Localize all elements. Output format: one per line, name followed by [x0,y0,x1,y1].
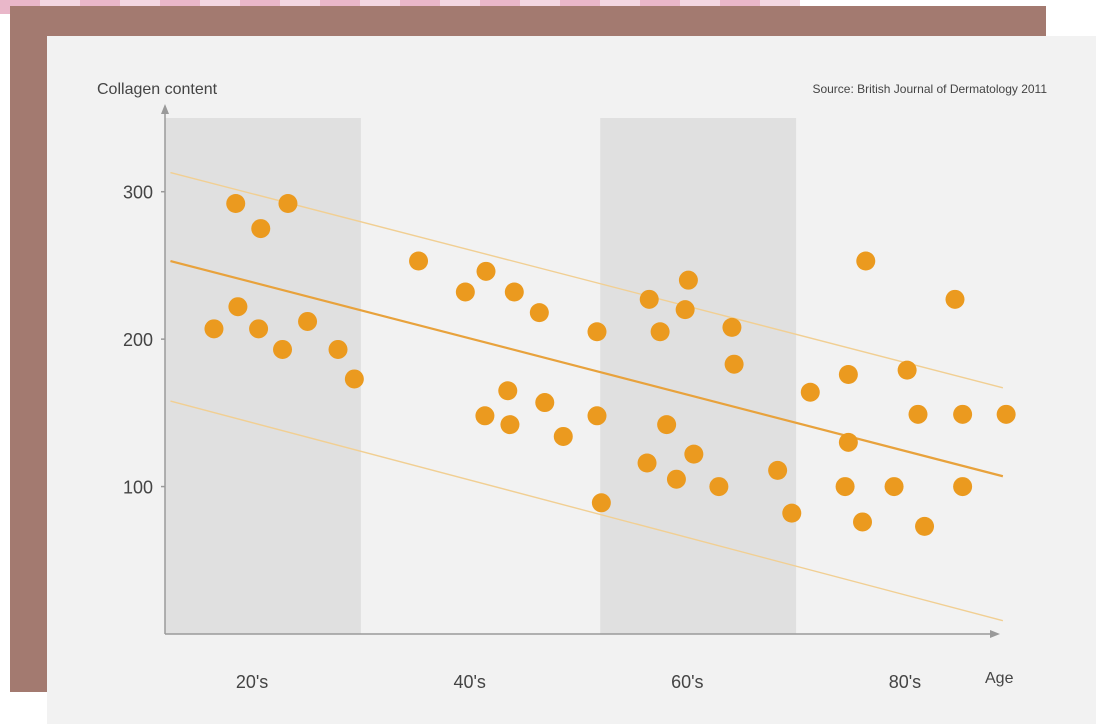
bound-line-1 [170,171,1004,389]
y-tick-label-100: 100 [123,478,153,498]
shaded-band-1 [165,118,361,634]
data-point-34 [724,354,744,374]
bound-line-2 [170,400,1004,622]
data-point-47 [945,289,965,309]
data-point-40 [838,432,858,452]
data-point-29 [675,300,695,320]
data-point-45 [908,404,928,424]
data-point-19 [535,393,555,413]
data-point-18 [529,303,549,323]
data-point-24 [637,453,657,473]
data-point-26 [650,322,670,342]
data-point-5 [249,319,269,339]
data-point-3 [228,297,248,317]
data-point-1 [204,319,224,339]
x-axis-arrow [990,630,1000,638]
source-note: Source: British Journal of Dermatology 2… [812,82,1047,96]
data-point-21 [587,322,607,342]
data-point-13 [476,261,496,281]
data-point-32 [709,477,729,497]
data-point-8 [298,311,318,331]
data-point-37 [800,382,820,402]
x-tick-label-20s: 20's [236,672,268,692]
data-point-10 [344,369,364,389]
axes [161,104,1000,638]
data-point-49 [953,404,973,424]
data-point-46 [915,516,935,536]
data-point-42 [856,251,876,271]
data-point-14 [475,406,495,426]
trend-line [170,259,1004,478]
data-point-44 [897,360,917,380]
y-tick-label-200: 200 [123,330,153,350]
data-point-17 [504,282,524,302]
data-point-39 [838,365,858,385]
data-point-15 [500,415,520,435]
y-axis-title: Collagen content [97,81,218,98]
data-point-41 [853,512,873,532]
data-point-7 [278,194,298,214]
scatter-chart: 100 200 300 20's 40's 60's 80's Collagen conte… [97,81,1047,692]
data-point-23 [591,493,611,513]
y-axis-arrow [161,104,169,114]
data-point-4 [251,219,271,239]
data-point-48 [953,477,973,497]
data-point-2 [226,194,246,214]
data-point-36 [782,503,802,523]
data-point-30 [678,270,698,290]
data-point-38 [835,477,855,497]
x-tick-label-60s: 60's [671,672,703,692]
x-axis-title: Age [985,670,1014,687]
shaded-bands [165,118,797,634]
data-point-9 [328,339,348,359]
x-tick-label-40s: 40's [453,672,485,692]
data-point-50 [996,404,1016,424]
trend-lines [170,171,1004,622]
data-point-43 [884,477,904,497]
data-point-27 [657,415,677,435]
y-tick-label-300: 300 [123,183,153,203]
data-point-11 [409,251,429,271]
data-point-35 [768,460,788,480]
data-point-12 [455,282,475,302]
data-point-25 [639,289,659,309]
x-tick-label-80s: 80's [889,672,921,692]
data-points [204,194,1016,536]
data-point-28 [666,469,686,489]
tick-marks: 100 200 300 20's 40's 60's 80's [123,183,921,692]
data-point-6 [273,339,293,359]
data-point-16 [498,381,518,401]
data-point-31 [684,444,704,464]
shaded-band-2 [600,118,797,634]
data-point-20 [553,426,573,446]
data-point-33 [722,317,742,337]
data-point-22 [587,406,607,426]
chart-panel: 100 200 300 20's 40's 60's 80's Collagen conte… [47,36,1096,724]
